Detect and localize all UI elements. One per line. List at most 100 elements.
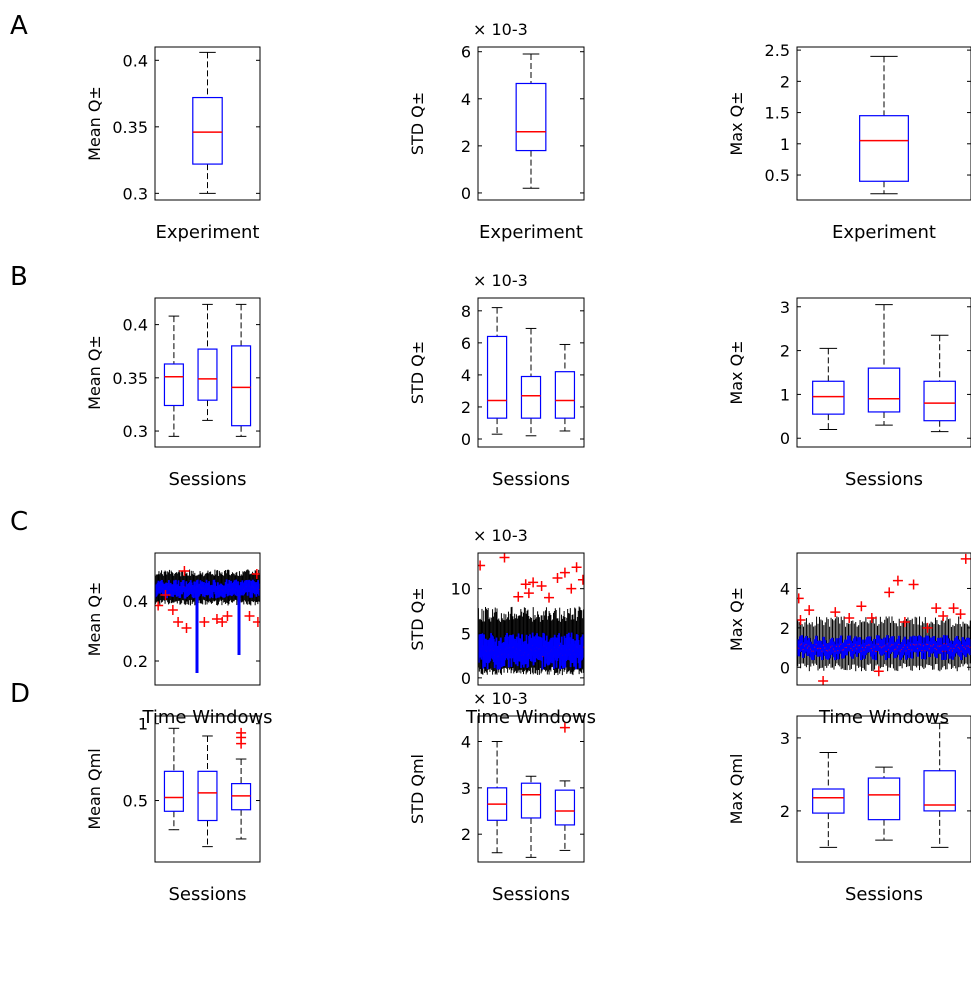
axes-frame bbox=[154, 46, 261, 201]
y-tick-label: 2 bbox=[780, 342, 790, 361]
outlier-marker bbox=[797, 593, 804, 604]
outlier-marker bbox=[478, 560, 486, 571]
time-window-boxes bbox=[478, 553, 584, 676]
iqr-box bbox=[812, 788, 845, 814]
y-tick-label: 4 bbox=[461, 366, 471, 385]
panel-d-3: 2 3 Max Qml Sessions bbox=[727, 715, 971, 905]
panel-b-3: 0 1 2 3 Max Q± Sessions bbox=[727, 297, 971, 490]
outlier-marker bbox=[179, 566, 190, 576]
iqr-box bbox=[197, 770, 218, 822]
iqr-box bbox=[812, 380, 845, 415]
y-axis-label: Max Q± bbox=[727, 340, 746, 404]
row-label-a: A bbox=[10, 11, 28, 41]
box-3 bbox=[923, 334, 956, 433]
box-1 bbox=[812, 752, 845, 848]
iqr-box bbox=[192, 96, 223, 165]
box-1 bbox=[163, 727, 184, 831]
outlier-marker bbox=[856, 601, 867, 612]
y-tick-label: 2 bbox=[780, 72, 790, 91]
plot-area bbox=[859, 55, 909, 195]
y-tick-label: 1 bbox=[780, 135, 790, 154]
outlier-marker bbox=[922, 622, 933, 633]
plot-area bbox=[486, 307, 576, 437]
panel-d-2: 2 3 4 STD Qml Sessions × 10-3 bbox=[408, 689, 585, 905]
outlier-marker bbox=[899, 616, 910, 627]
y-tick-label: 2 bbox=[461, 137, 471, 156]
box-2 bbox=[520, 775, 542, 858]
y-tick-label: 0.35 bbox=[112, 118, 148, 137]
y-axis-label: Mean Qml bbox=[85, 748, 104, 829]
axes-frame bbox=[796, 715, 971, 863]
y-axis-label: STD Q± bbox=[408, 92, 427, 155]
y-axis-label: STD Q± bbox=[408, 587, 427, 650]
x-axis-label: Sessions bbox=[168, 469, 246, 490]
box-2 bbox=[867, 766, 901, 841]
axes-frame bbox=[154, 552, 261, 686]
y-tick-label: 0 bbox=[461, 184, 471, 203]
y-tick-label: 0.35 bbox=[112, 369, 148, 388]
axes-frame bbox=[796, 46, 971, 201]
box-1 bbox=[486, 307, 508, 435]
iqr-box bbox=[515, 82, 547, 152]
y-tick-label: 5 bbox=[461, 624, 471, 643]
outlier-marker bbox=[236, 727, 247, 738]
row-label-b: B bbox=[10, 262, 28, 292]
iqr-box bbox=[554, 371, 576, 419]
y-tick-label: 2 bbox=[780, 619, 790, 638]
x-axis-label: Sessions bbox=[492, 469, 570, 490]
y-tick-label: 6 bbox=[461, 43, 471, 62]
axes-frame bbox=[477, 715, 585, 863]
outlier-marker bbox=[244, 611, 255, 621]
plot-area bbox=[478, 553, 584, 676]
y-tick-label: 3 bbox=[461, 779, 471, 798]
y-tick-label: 0 bbox=[461, 430, 471, 449]
y-tick-label: 2 bbox=[780, 802, 790, 821]
iqr-box bbox=[231, 783, 252, 811]
y-tick-label: 1 bbox=[138, 715, 148, 734]
panel-b-1: 0.3 0.35 0.4 Mean Q± Sessions bbox=[85, 297, 261, 490]
y-axis-label: Mean Q± bbox=[85, 335, 104, 410]
outlier-marker bbox=[520, 579, 531, 590]
y-axis-label: Mean Q± bbox=[85, 86, 104, 161]
x-axis-label: Experiment bbox=[155, 222, 259, 243]
outlier-marker bbox=[948, 603, 959, 614]
outlier-marker bbox=[181, 623, 192, 633]
outlier-marker bbox=[528, 577, 539, 588]
panel-c-1: 0.2 0.4 Mean Q± Time Windows bbox=[85, 552, 273, 728]
outlier-marker bbox=[167, 605, 178, 615]
box-2 bbox=[520, 327, 542, 437]
outlier-marker bbox=[222, 611, 233, 621]
y-axis-label: Mean Q± bbox=[85, 582, 104, 657]
outlier-marker bbox=[544, 592, 555, 603]
axes-frame bbox=[796, 297, 971, 448]
y-tick-label: 6 bbox=[461, 334, 471, 353]
x-axis-label: Experiment bbox=[832, 222, 936, 243]
y-tick-label: 2 bbox=[461, 825, 471, 844]
y-axis-label: STD Qml bbox=[408, 754, 427, 824]
iqr-box bbox=[923, 770, 956, 812]
outlier-marker bbox=[577, 574, 584, 585]
outlier-marker bbox=[804, 605, 815, 616]
outlier-marker bbox=[931, 603, 942, 614]
x-axis-label: Sessions bbox=[845, 884, 923, 905]
y-tick-label: 1 bbox=[780, 385, 790, 404]
outlier-marker bbox=[211, 614, 222, 624]
box-3 bbox=[923, 722, 956, 848]
outlier-marker bbox=[571, 562, 582, 573]
panel-a-1: 0.3 0.35 0.4 Mean Q± Experiment bbox=[85, 46, 261, 243]
outlier-marker bbox=[499, 553, 510, 563]
outlier-marker bbox=[955, 609, 966, 620]
iqr-box bbox=[867, 367, 901, 413]
y-exponent: × 10-3 bbox=[473, 20, 528, 39]
panel-b-2: 0 2 4 6 8 STD Q± Sessions × 10-3 bbox=[408, 271, 585, 490]
time-window-boxes bbox=[797, 553, 971, 685]
box-1 bbox=[812, 347, 845, 430]
outlier-marker bbox=[892, 575, 903, 586]
outlier-marker bbox=[884, 587, 895, 598]
outlier-marker bbox=[566, 583, 577, 594]
plot-area bbox=[515, 53, 547, 189]
axes-frame bbox=[154, 297, 261, 448]
x-axis-label: Time Windows bbox=[818, 707, 949, 728]
iqr-box bbox=[197, 348, 218, 401]
